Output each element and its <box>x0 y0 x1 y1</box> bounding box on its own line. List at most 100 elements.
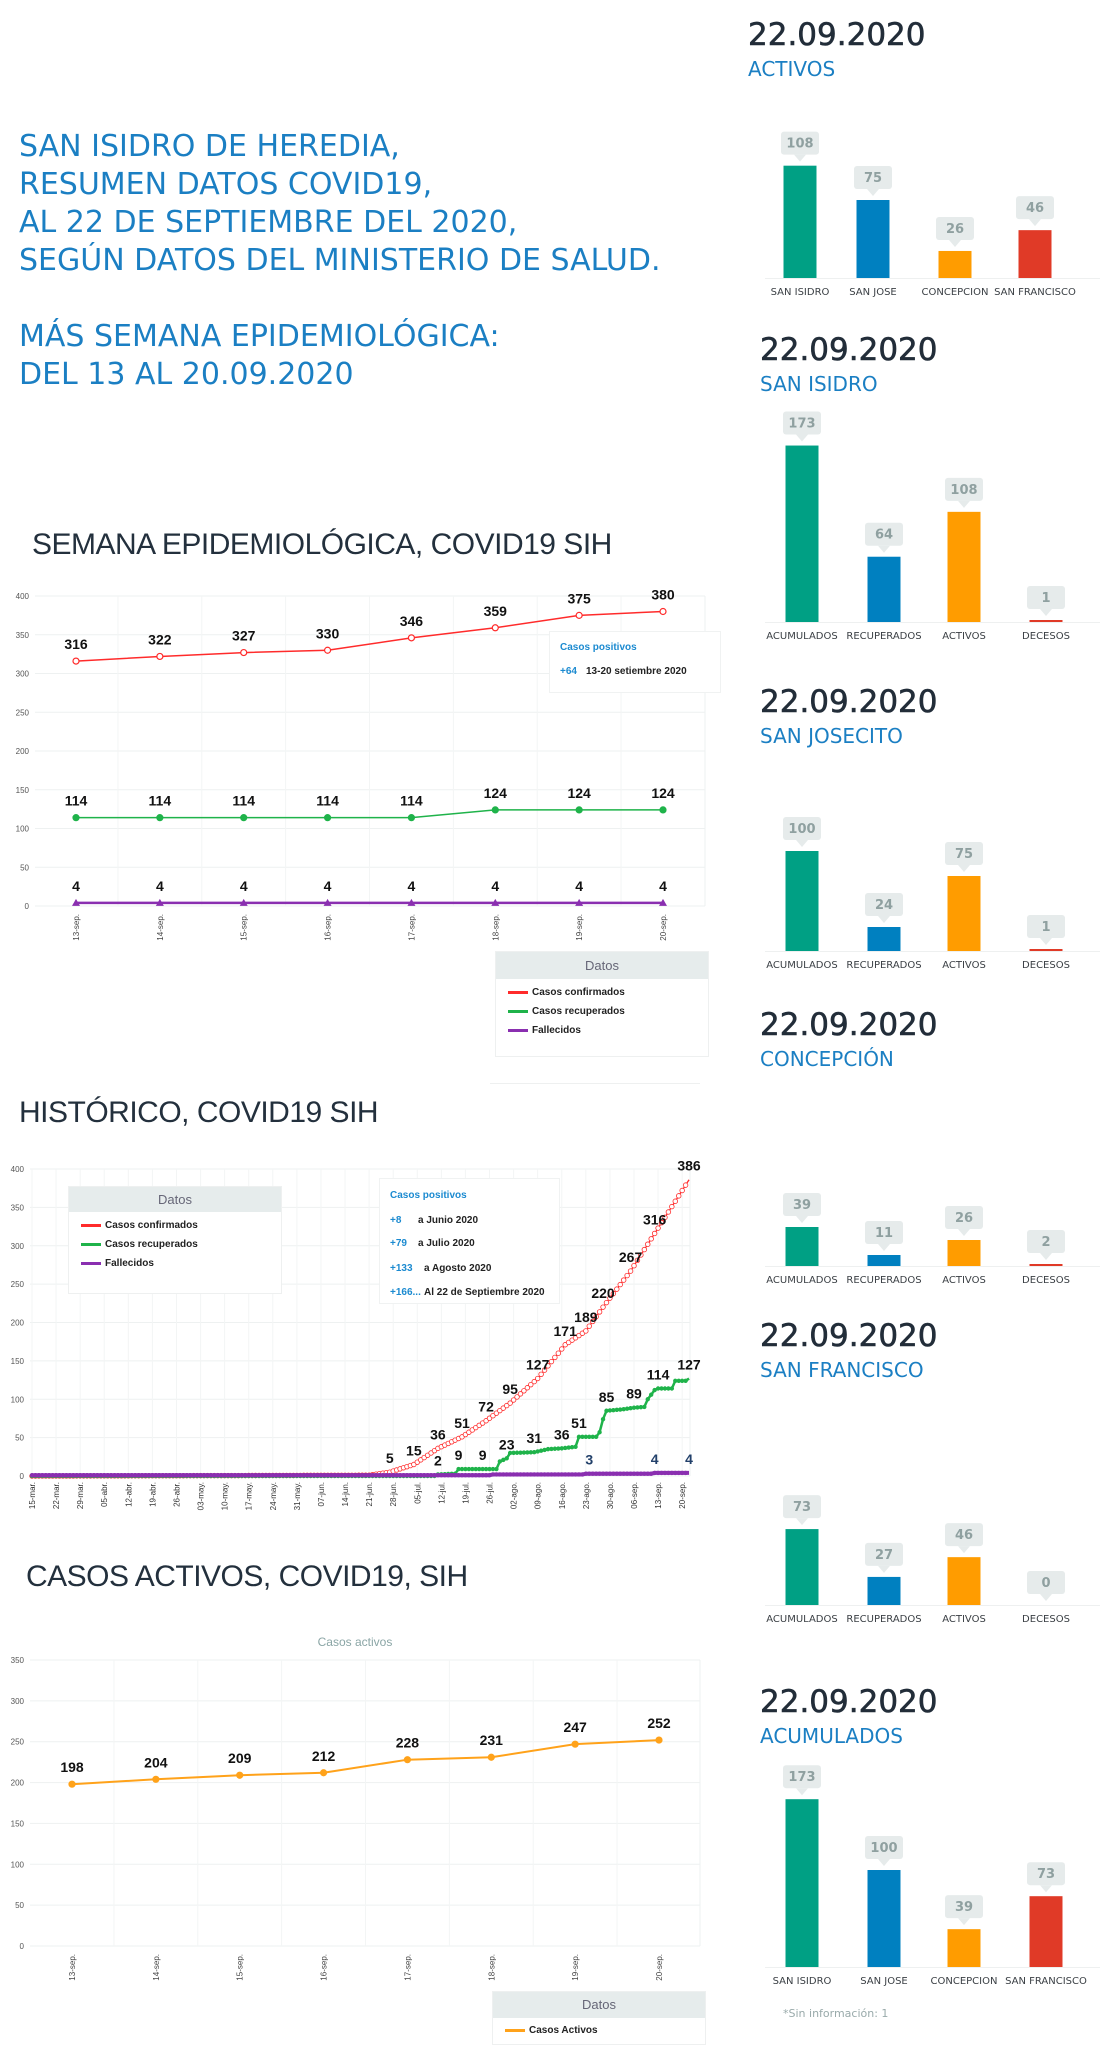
bar-value-label: 108 <box>786 137 813 152</box>
value-callout <box>781 131 819 155</box>
positive-delta: +79 <box>390 1238 407 1249</box>
bar-value-label: 108 <box>950 483 977 498</box>
y-tick-label: 150 <box>11 1819 25 1828</box>
data-point <box>548 1358 555 1365</box>
bar-value-label: 1 <box>1041 920 1050 935</box>
legend-swatch <box>505 2029 525 2032</box>
x-tick-label: 14-sep. <box>156 914 165 941</box>
data-point <box>501 1457 506 1463</box>
bar-value-label: 100 <box>788 822 815 837</box>
data-label: 4 <box>72 878 80 894</box>
y-tick-label: 400 <box>16 592 30 601</box>
y-tick-label: 100 <box>11 1860 25 1869</box>
legend-label: Fallecidos <box>532 1025 581 1036</box>
callout-pointer <box>794 154 806 162</box>
data-point <box>510 1397 517 1403</box>
data-point <box>155 898 164 906</box>
y-tick-label: 150 <box>11 1357 25 1366</box>
data-point <box>583 1328 589 1334</box>
data-point <box>596 1309 603 1315</box>
data-label: 4 <box>651 1451 659 1467</box>
data-label: 89 <box>626 1386 642 1402</box>
data-point <box>72 898 80 906</box>
panel-title: SAN ISIDRO <box>760 372 878 396</box>
data-point <box>645 1397 650 1402</box>
data-point <box>491 806 499 814</box>
data-point <box>665 1209 672 1215</box>
data-point <box>491 624 499 632</box>
y-tick-label: 350 <box>11 1656 25 1665</box>
bar-value-label: 73 <box>1037 1867 1055 1882</box>
chart-title: Casos activos <box>318 1635 393 1649</box>
data-point <box>240 648 248 657</box>
historic-positive-box: Casos positivos +8 a Junio 2020 +79 a Juli… <box>379 1178 560 1304</box>
bar-category-label: RECUPERADOS <box>846 1614 921 1625</box>
bar-category-label: SAN FRANCISCO <box>994 287 1076 298</box>
y-tick-label: 350 <box>16 631 30 640</box>
y-tick-label: 400 <box>11 1165 25 1174</box>
data-point <box>659 806 667 814</box>
data-point <box>600 1417 606 1422</box>
data-label: 36 <box>430 1426 446 1442</box>
x-tick-label: 16-sep. <box>324 914 333 941</box>
x-tick-label: 21-jun. <box>365 1482 374 1506</box>
bar-category-label: SAN ISIDRO <box>773 1976 832 1987</box>
bar-value-label: 75 <box>955 847 973 862</box>
bar-category-label: ACUMULADOS <box>766 631 837 642</box>
data-point <box>494 1466 499 1472</box>
value-callout <box>865 893 903 916</box>
callout-pointer <box>958 1229 970 1236</box>
data-label: 5 <box>386 1450 394 1466</box>
x-tick-label: 20-sep. <box>655 1954 664 1981</box>
bar-category-label: RECUPERADOS <box>846 960 921 971</box>
data-label: 85 <box>599 1389 615 1405</box>
legend-label: Casos recuperados <box>532 1006 625 1017</box>
value-callout <box>1027 1230 1065 1253</box>
data-label: 124 <box>484 785 508 801</box>
x-tick-label: 12-abr. <box>124 1482 133 1507</box>
x-tick-label: 19-jul. <box>461 1482 470 1504</box>
data-label: 95 <box>502 1381 518 1397</box>
bar-value-label: 46 <box>1026 201 1044 216</box>
data-point <box>624 1406 630 1411</box>
legend-item-deaths: Fallecidos <box>508 1025 708 1036</box>
y-tick-label: 50 <box>15 1434 24 1443</box>
callout-pointer <box>1029 219 1041 227</box>
panel-date: 22.09.2020 <box>760 1684 938 1720</box>
x-tick-label: 23-ago. <box>582 1482 591 1509</box>
panel-title: ACTIVOS <box>748 57 835 81</box>
header-line: SAN ISIDRO DE HEREDIA, <box>19 129 400 164</box>
data-label: 114 <box>149 793 172 809</box>
data-label: 4 <box>324 878 332 894</box>
x-tick-label: 13-sep. <box>72 914 81 941</box>
value-callout <box>945 1206 983 1229</box>
x-tick-label: 14-jun. <box>341 1482 350 1506</box>
data-point <box>545 1363 551 1369</box>
data-label: 114 <box>316 793 339 809</box>
data-label: 359 <box>484 603 508 619</box>
data-point <box>517 1391 524 1397</box>
data-point <box>487 1473 492 1478</box>
y-tick-label: 0 <box>20 1942 25 1951</box>
data-label: 375 <box>567 590 591 606</box>
bar-category-label: CONCEPCION <box>922 287 989 298</box>
data-label: 204 <box>144 1754 168 1770</box>
data-point <box>614 1286 620 1292</box>
bar <box>785 445 819 622</box>
divider <box>490 1083 700 1084</box>
data-point <box>575 898 584 906</box>
data-point <box>649 1471 654 1476</box>
data-point <box>323 898 332 906</box>
historic-section-title: HISTÓRICO, COVID19 SIH <box>19 1096 379 1129</box>
legend-item-confirmed: Casos confirmados <box>81 1220 281 1231</box>
bar <box>783 165 817 278</box>
data-point <box>648 1236 654 1242</box>
data-point <box>323 646 332 654</box>
data-point <box>614 1407 619 1413</box>
y-tick-label: 250 <box>11 1738 25 1747</box>
bar-category-label: ACUMULADOS <box>766 1275 837 1286</box>
legend-item-deaths: Fallecidos <box>81 1258 281 1269</box>
data-label: 36 <box>554 1426 570 1442</box>
x-tick-label: 20-sep. <box>678 1482 687 1509</box>
bar <box>1029 1264 1063 1266</box>
